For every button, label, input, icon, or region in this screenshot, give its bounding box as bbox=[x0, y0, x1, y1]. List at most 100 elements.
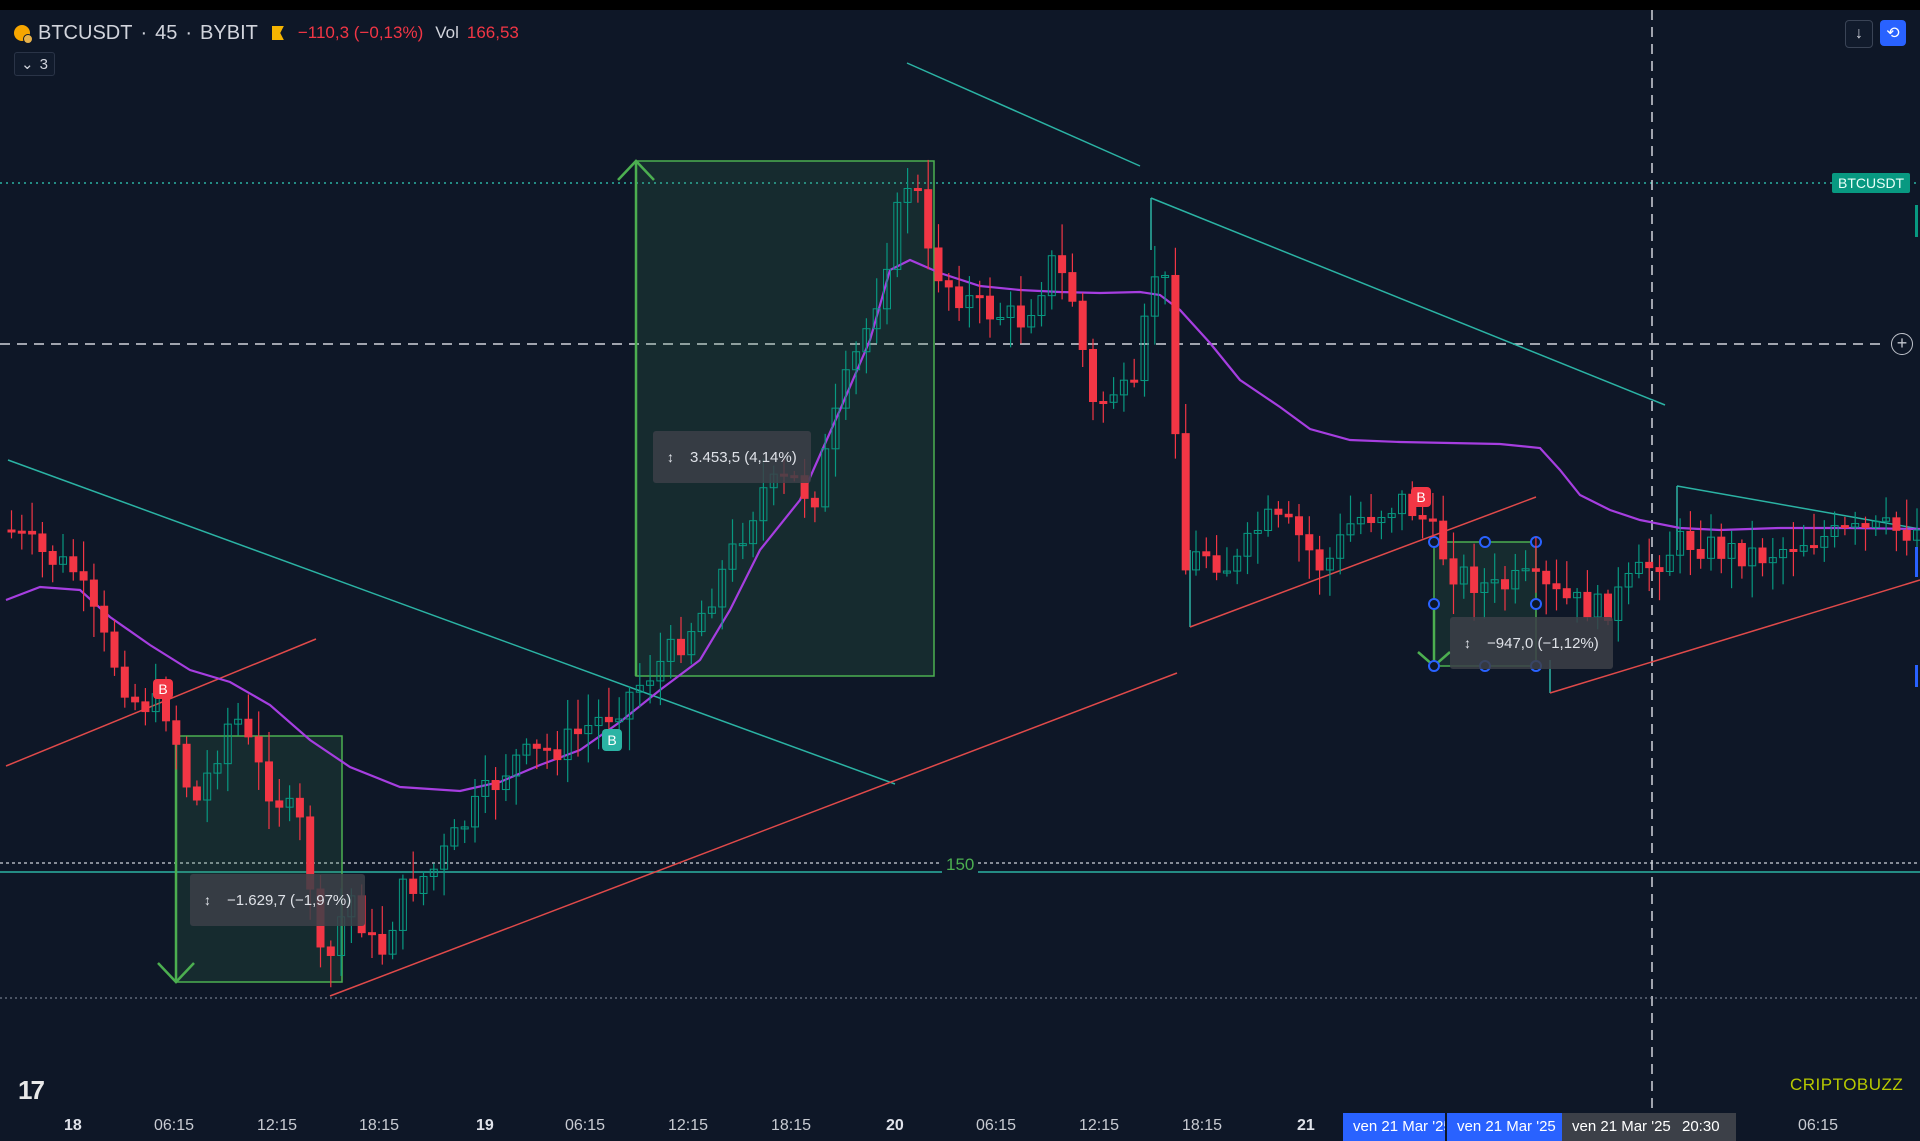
candle-body bbox=[1614, 586, 1623, 621]
time-tooltip: 20:30 bbox=[1672, 1113, 1736, 1141]
price-chart[interactable]: B B B bbox=[0, 10, 1920, 1141]
candle-body bbox=[1717, 536, 1726, 559]
candle-body bbox=[285, 797, 294, 808]
measure-icon: ↕ bbox=[1464, 635, 1471, 651]
candle-body bbox=[1068, 272, 1077, 302]
candle-body bbox=[1387, 513, 1396, 519]
candle-body bbox=[1902, 529, 1911, 541]
candle-body bbox=[1737, 543, 1746, 567]
candle-body bbox=[594, 716, 603, 727]
candle-body bbox=[1810, 545, 1818, 549]
candle-body bbox=[677, 638, 685, 656]
trend-lines-teal[interactable] bbox=[7, 62, 1920, 785]
candle-body bbox=[203, 772, 212, 801]
measure-label-3[interactable]: ↕ −947,0 (−1,12%) bbox=[1450, 617, 1613, 669]
candle-body bbox=[707, 606, 716, 614]
price-change: −110,3 (−0,13%) bbox=[297, 23, 424, 42]
candle-body bbox=[1892, 517, 1901, 531]
candle-body bbox=[1799, 545, 1808, 552]
buy-signal-marker-2[interactable]: B bbox=[602, 729, 622, 751]
moving-average-line bbox=[5, 258, 1920, 793]
candle-body bbox=[1058, 255, 1067, 274]
candle-body bbox=[604, 716, 613, 723]
trend-lines-red[interactable] bbox=[5, 496, 1920, 997]
candle-body bbox=[38, 533, 47, 553]
measure-value: 3.453,5 (4,14%) bbox=[690, 448, 797, 466]
candle-body bbox=[543, 747, 552, 751]
candle-body bbox=[1037, 295, 1046, 317]
candle-body bbox=[1264, 508, 1273, 531]
candle-body bbox=[1192, 551, 1200, 571]
time-label: 12:15 bbox=[1079, 1117, 1120, 1134]
candle-body bbox=[1336, 534, 1345, 559]
candle-body bbox=[1696, 548, 1705, 559]
symbol-name[interactable]: BTCUSDT bbox=[38, 21, 133, 44]
candle-body bbox=[110, 631, 119, 668]
chevron-down-icon: ⌄ bbox=[21, 56, 34, 73]
candle-body bbox=[1202, 551, 1211, 557]
symbol-header[interactable]: BTCUSDT · 45 · BYBIT −110,3 (−0,13%) Vol… bbox=[14, 20, 519, 46]
download-icon: ↓ bbox=[1855, 25, 1863, 42]
candle-body bbox=[1913, 529, 1920, 541]
candle-body bbox=[666, 638, 675, 662]
interval[interactable]: 45 bbox=[155, 21, 178, 44]
candle-body bbox=[810, 497, 819, 508]
candle-body bbox=[1243, 532, 1252, 557]
flag-icon[interactable] bbox=[271, 26, 284, 40]
candle-body bbox=[254, 736, 263, 763]
bitcoin-icon bbox=[14, 25, 33, 44]
right-scale-marker-2 bbox=[1915, 547, 1918, 577]
long-measure-box[interactable] bbox=[635, 160, 935, 677]
plus-circle-icon[interactable]: + bbox=[1891, 333, 1913, 355]
candle-body bbox=[1325, 557, 1334, 571]
candle-body bbox=[1140, 315, 1149, 382]
candle-body bbox=[1480, 582, 1489, 593]
price-tag-label: BTCUSDT bbox=[1832, 173, 1911, 193]
candle-body bbox=[1789, 548, 1798, 552]
candle-body bbox=[728, 543, 737, 570]
buy-signal-marker-3[interactable]: B bbox=[1411, 487, 1431, 507]
time-axis[interactable]: 18 06:15 12:15 18:15 19 06:15 12:15 18:1… bbox=[0, 1111, 1920, 1141]
candle-body bbox=[553, 749, 562, 761]
candle-body bbox=[59, 556, 67, 565]
candle-body bbox=[574, 728, 582, 735]
time-label: 06:15 bbox=[154, 1117, 195, 1134]
candle-body bbox=[275, 800, 284, 808]
indicators-collapse-button[interactable]: ⌄ 3 bbox=[14, 52, 55, 76]
candle-body bbox=[996, 317, 1005, 321]
time-tooltip: ven 21 Mar '25 bbox=[1562, 1113, 1680, 1141]
time-label: 18:15 bbox=[359, 1117, 400, 1134]
short-arrowhead-icon bbox=[157, 962, 195, 984]
candle-body bbox=[584, 725, 593, 735]
candle-body bbox=[1820, 535, 1829, 548]
candle-body bbox=[1449, 558, 1458, 585]
candle-body bbox=[120, 666, 129, 698]
candle-body bbox=[1161, 274, 1170, 278]
buy-signal-marker-1[interactable]: B bbox=[153, 679, 173, 699]
candle-body bbox=[522, 743, 531, 756]
candle-body bbox=[17, 530, 26, 534]
candle-body bbox=[295, 797, 304, 818]
download-button[interactable]: ↓ bbox=[1845, 20, 1873, 48]
measure-label-1[interactable]: ↕ 3.453,5 (4,14%) bbox=[653, 431, 811, 483]
candle-body bbox=[1727, 543, 1736, 559]
candle-body bbox=[1212, 555, 1221, 573]
candle-body bbox=[656, 660, 665, 682]
candle-body bbox=[28, 530, 37, 535]
candle-body bbox=[1562, 588, 1571, 599]
sync-button[interactable]: ⟲ bbox=[1880, 20, 1906, 46]
candle-body bbox=[1119, 379, 1128, 396]
candle-body bbox=[368, 932, 376, 936]
candle-body bbox=[1634, 561, 1643, 574]
candle-body bbox=[450, 827, 459, 847]
candle-body bbox=[1233, 555, 1242, 572]
candle-body bbox=[1542, 570, 1551, 585]
candle-body bbox=[1676, 530, 1685, 556]
svg-text:B: B bbox=[607, 732, 616, 748]
indicator-count: 3 bbox=[39, 55, 48, 73]
candle-body bbox=[1583, 591, 1592, 618]
time-label: 12:15 bbox=[257, 1117, 298, 1134]
candle-body bbox=[687, 631, 696, 656]
measure-label-2[interactable]: ↕ −1.629,7 (−1,97%) bbox=[190, 874, 366, 926]
tradingview-logo-icon[interactable]: 17 bbox=[18, 1075, 45, 1105]
